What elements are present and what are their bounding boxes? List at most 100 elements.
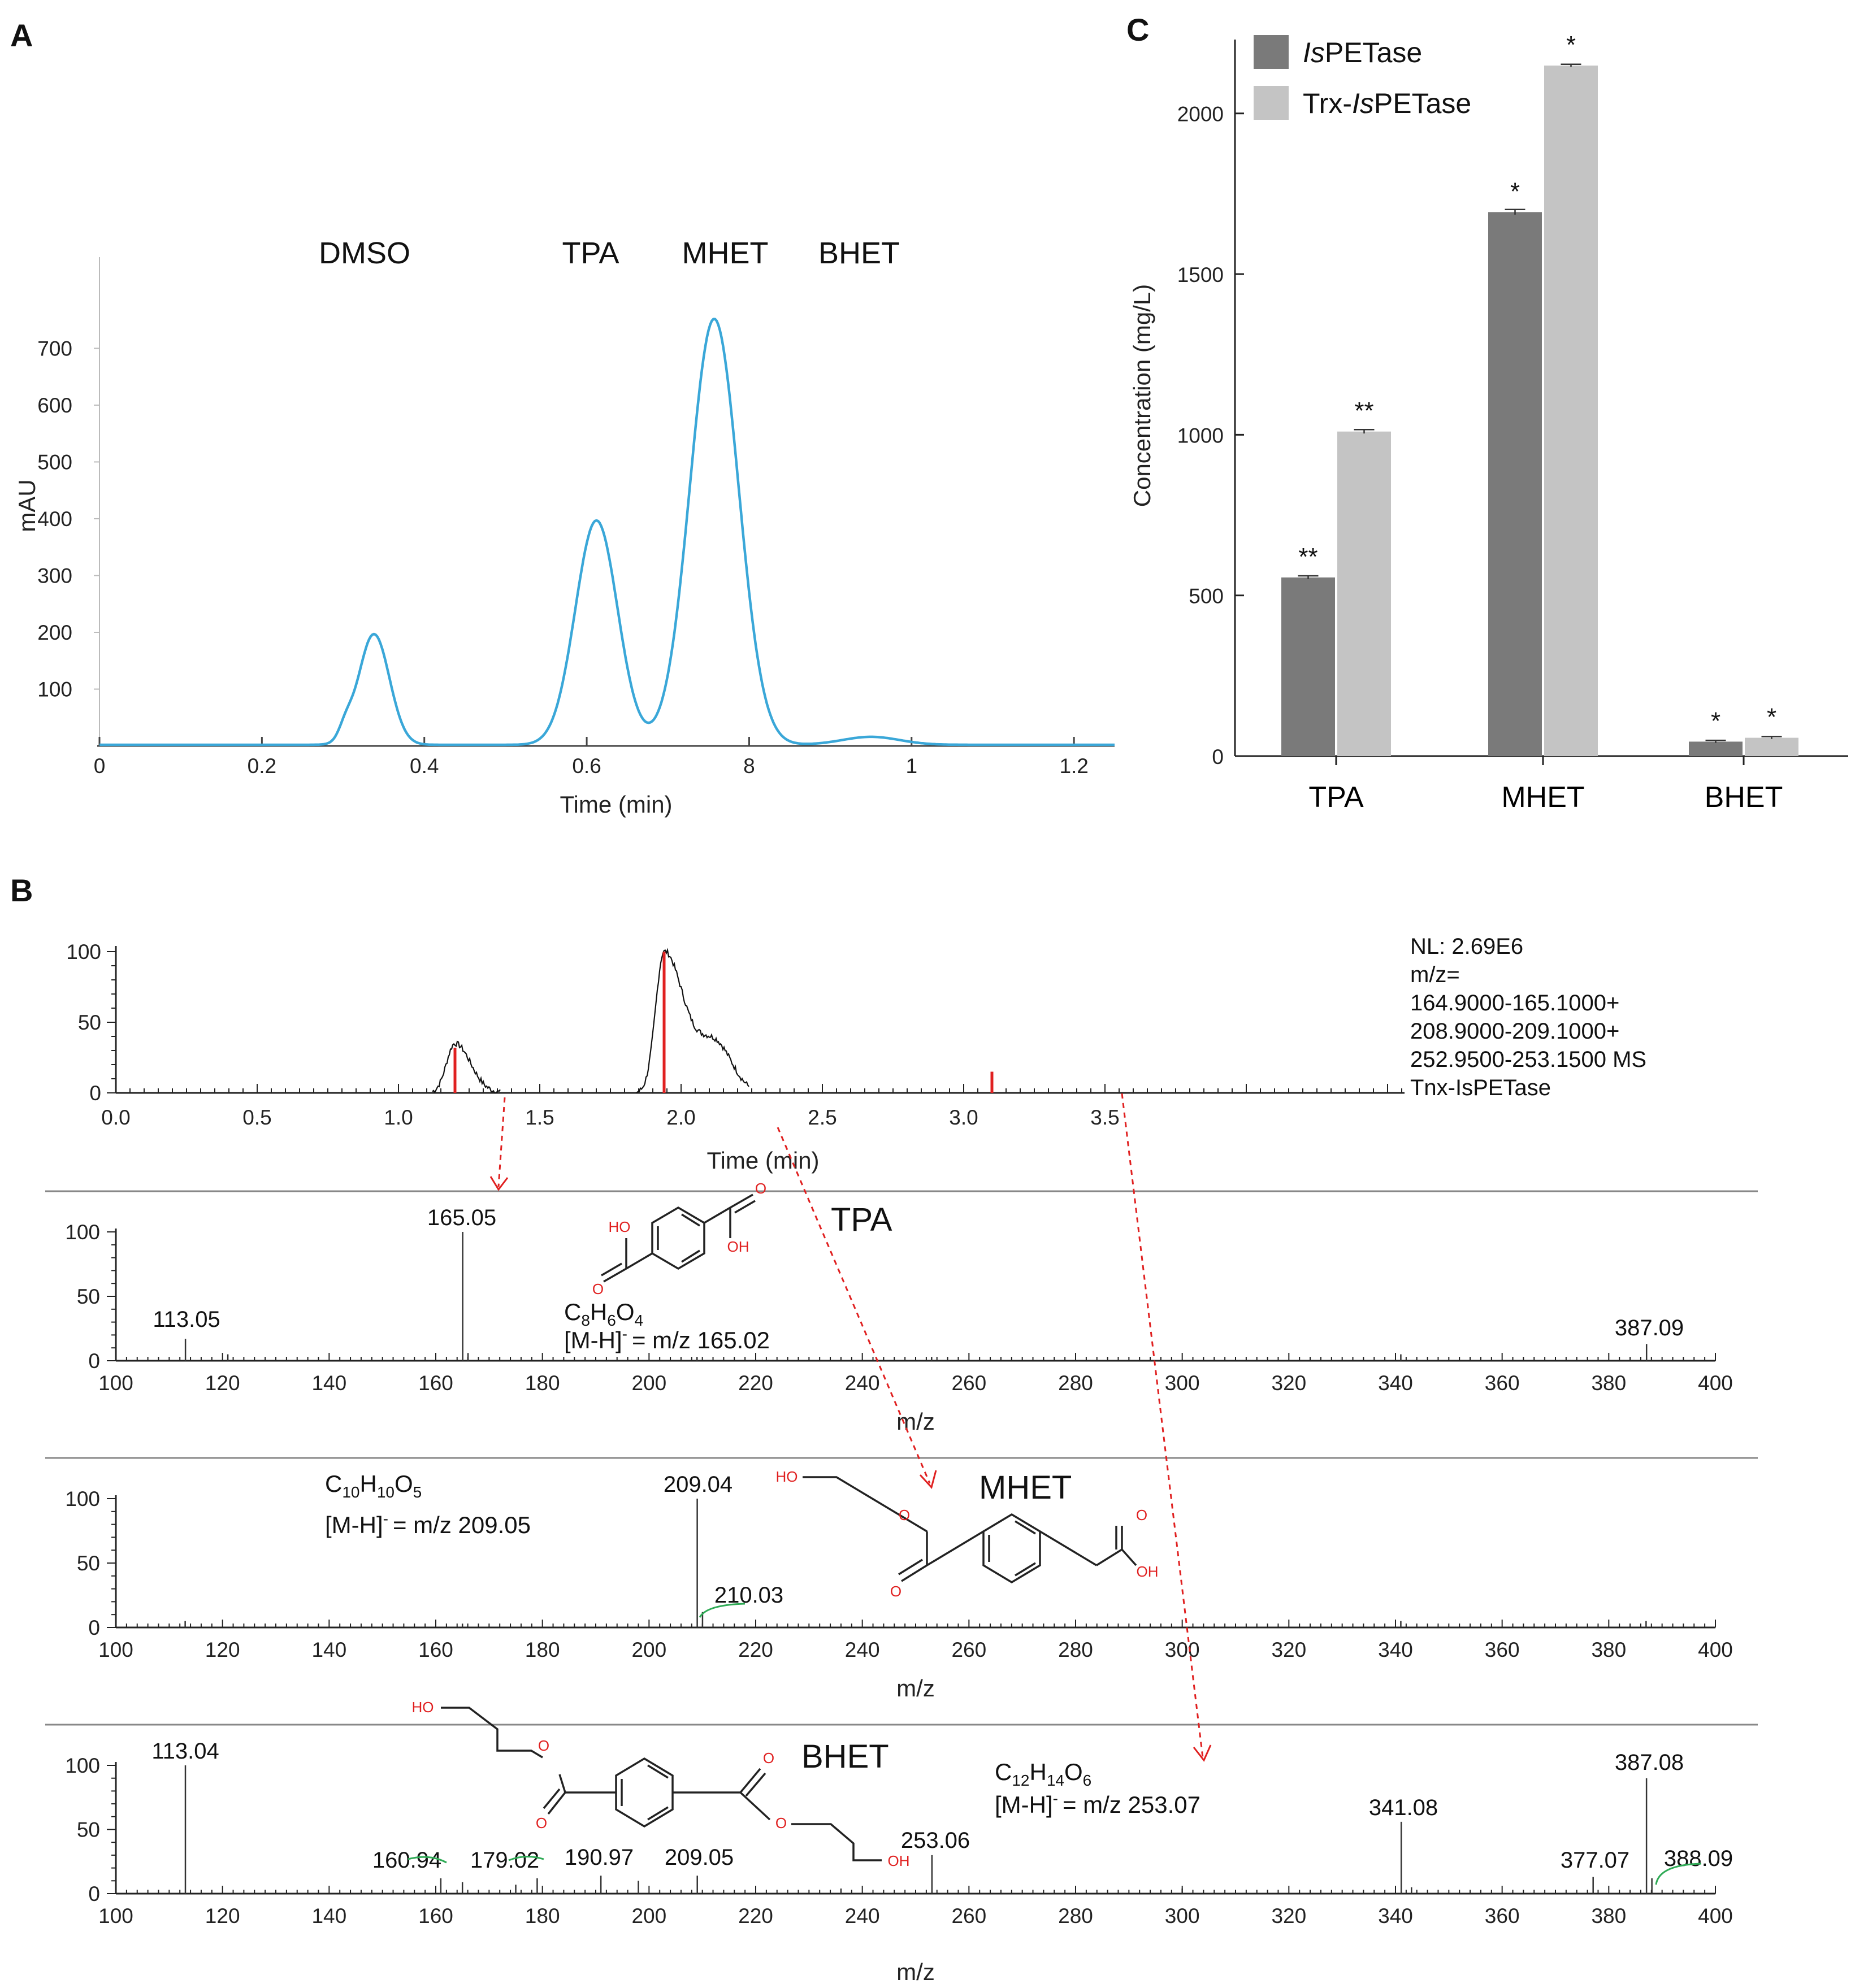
- ms-peak-label: 160.94: [372, 1848, 441, 1873]
- ms-x-tick-label: 120: [205, 1371, 240, 1395]
- ms-x-tick-label: 380: [1591, 1638, 1626, 1661]
- arrow-head-tpa: [489, 1176, 509, 1191]
- bar-series: TPA****MHET**BHET* *: [1281, 31, 1798, 814]
- ms-x-tick-label: 140: [311, 1638, 346, 1661]
- chrom-x-tick-label: 1.0: [384, 1106, 413, 1129]
- bhet-carbonyl-left-double: [543, 1788, 561, 1809]
- peak-label-dmso: DMSO: [319, 236, 410, 270]
- mhet-bond-ring: [926, 1530, 984, 1566]
- panel-letter-a: A: [10, 18, 33, 53]
- ms-peak-label: 377.07: [1561, 1848, 1629, 1873]
- formula-tpa: C8H6O4: [564, 1299, 643, 1329]
- info-line-6: Tnx-IsPETase: [1410, 1075, 1551, 1100]
- bar-bhet-0: [1689, 741, 1743, 756]
- chrom-y-tick-label: 0: [89, 1082, 101, 1105]
- atom-tpa-o-left: O: [592, 1281, 604, 1297]
- atom-tpa-ho: HO: [609, 1218, 631, 1235]
- chrom-x-tick-label: 3.5: [1090, 1106, 1119, 1129]
- hplc-x-title: Time (min): [560, 791, 672, 818]
- ms-x-tick-label: 120: [205, 1638, 240, 1661]
- ms-peak-label: 253.06: [901, 1828, 970, 1853]
- ms-y-tick-label: 0: [88, 1616, 100, 1639]
- ms-peak-label: 387.08: [1615, 1750, 1684, 1775]
- hplc-y-tick-label: 300: [37, 564, 72, 587]
- ms-x-tick-label: 260: [951, 1638, 986, 1661]
- mhet-ring-double-3: [1015, 1520, 1036, 1535]
- ms-x-tick-label: 320: [1271, 1638, 1306, 1661]
- ms-x-tick-label: 180: [525, 1638, 560, 1661]
- ms-x-tick-label: 220: [738, 1371, 773, 1395]
- ms-chromatogram: 0.0 0.5 1.0 1.5 2.0 2.5 3.0 3.5 0 50 100 Time (min…: [66, 934, 1646, 1174]
- atom-mhet-oh: OH: [1137, 1563, 1159, 1580]
- ms-peak-label: 113.05: [153, 1307, 220, 1332]
- ms-x-tick-label: 320: [1271, 1371, 1306, 1395]
- significance-mark: **: [1354, 397, 1373, 425]
- ms-chromatogram-axes: 0.0 0.5 1.0 1.5 2.0 2.5 3.0 3.5 0 50 100: [66, 940, 1405, 1129]
- mhet-c-oh: [1121, 1548, 1137, 1566]
- ms-mhet-x-title: m/z: [896, 1675, 935, 1701]
- significance-mark: *: [1510, 177, 1520, 205]
- ms-x-tick-label: 200: [631, 1371, 666, 1395]
- chrom-trace-1: [635, 948, 749, 1094]
- atom-mhet-o-ester: O: [899, 1507, 910, 1523]
- ms-x-tick-label: 340: [1378, 1638, 1413, 1661]
- ms-x-tick-label: 100: [98, 1371, 133, 1395]
- ms-x-tick-label: 200: [631, 1904, 666, 1928]
- ms-x-tick-label: 320: [1271, 1904, 1306, 1928]
- atom-tpa-o-right: O: [755, 1180, 766, 1197]
- hplc-y-tick-label: 700: [37, 337, 72, 360]
- bhet-o-c-left: [558, 1774, 566, 1793]
- bar-y-tick-label: 500: [1189, 585, 1224, 608]
- ms-peak-label: 210.03: [714, 1583, 783, 1608]
- ms-peak-label: 179.02: [470, 1848, 539, 1873]
- tpa-ring: [651, 1206, 705, 1270]
- ms-x-tick-label: 240: [845, 1371, 880, 1395]
- bar-ticks: 0 500 1000 1500 2000: [1177, 103, 1244, 769]
- structure-tpa: [601, 1193, 756, 1283]
- ms-y-tick-label: 50: [77, 1818, 100, 1842]
- ms-x-tick-label: 400: [1698, 1638, 1733, 1661]
- ms-x-tick-label: 380: [1591, 1371, 1626, 1395]
- peak-label-mhet: MHET: [682, 236, 769, 270]
- tpa-bond-left: [626, 1252, 653, 1270]
- hplc-y-title: mAU: [14, 479, 40, 532]
- significance-mark: *: [1566, 31, 1576, 59]
- tpa-ring-double-2: [681, 1249, 700, 1263]
- peak-label-tpa: TPA: [562, 236, 619, 270]
- ms-y-tick-label: 50: [77, 1552, 100, 1575]
- ms-x-tick-label: 260: [951, 1904, 986, 1928]
- hplc-y-tick-label: 400: [37, 507, 72, 531]
- ms-spectrum-bhet: 100 120 140 160 180 200 220 240 260 280 300 320 340 3…: [65, 1739, 1733, 1928]
- hplc-y-tick-label: 100: [37, 678, 72, 701]
- chrom-trace-0: [432, 1040, 501, 1094]
- ms-peak-label: 341.08: [1369, 1795, 1438, 1820]
- formula-bhet: C12H14O6: [995, 1759, 1091, 1789]
- ms-y-tick-label: 100: [65, 1754, 100, 1777]
- bar-mhet-1: [1544, 66, 1598, 756]
- ms-x-tick-label: 100: [98, 1638, 133, 1661]
- chrom-y-tick-label: 50: [78, 1011, 101, 1034]
- bar-y-tick-label: 1000: [1177, 424, 1224, 447]
- ms-x-tick-label: 160: [418, 1371, 453, 1395]
- ms-x-tick-label: 400: [1698, 1904, 1733, 1928]
- isotope-line-mhet: [699, 1603, 746, 1618]
- info-line-4: 208.9000-209.1000+: [1410, 1019, 1619, 1044]
- ms-x-tick-label: 180: [525, 1904, 560, 1928]
- ms-x-tick-label: 300: [1165, 1638, 1200, 1661]
- isotope-line-bhet-2: [508, 1855, 544, 1861]
- chrom-x-tick-label: 0.5: [242, 1106, 271, 1129]
- bhet-chain-left: [441, 1707, 543, 1759]
- chrom-x-tick-label: 0.0: [101, 1106, 130, 1129]
- ms-x-tick-label: 160: [418, 1904, 453, 1928]
- hplc-trace: [99, 318, 1115, 746]
- bhet-ring: [615, 1757, 674, 1828]
- significance-mark: *: [1711, 707, 1720, 735]
- chrom-x-tick-label: 1.5: [525, 1106, 554, 1129]
- mhet-carbonyl-double: [898, 1559, 923, 1575]
- atom-mhet-o-right: O: [1136, 1507, 1147, 1523]
- ms-chrom-x-title: Time (min): [707, 1147, 819, 1174]
- ms-x-tick-label: 380: [1591, 1904, 1626, 1928]
- hplc-ticks: 0 0.2 0.4 0.6 8 1 1.2 100 200 300 400 500 600 700: [37, 337, 1089, 778]
- ms-y-tick-label: 0: [88, 1349, 100, 1373]
